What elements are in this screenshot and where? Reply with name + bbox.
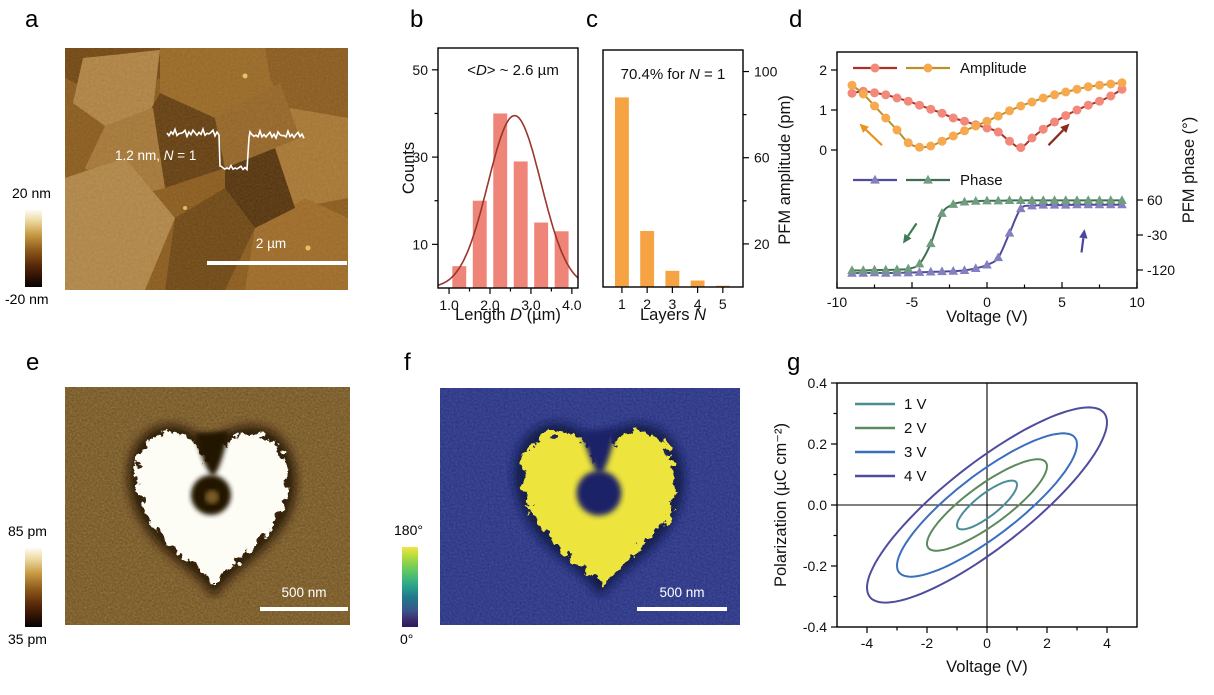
- colorbar-e-max: 85 pm: [8, 523, 47, 539]
- svg-text:1.0: 1.0: [439, 297, 459, 313]
- svg-text:4.0: 4.0: [562, 297, 582, 313]
- svg-text:-4: -4: [861, 635, 874, 651]
- svg-text:4 V: 4 V: [904, 468, 927, 485]
- svg-text:2: 2: [819, 62, 827, 78]
- colorbar-f-min: 0°: [400, 631, 414, 647]
- svg-text:5: 5: [1058, 294, 1066, 310]
- svg-text:3 V: 3 V: [904, 444, 927, 461]
- colorbar-f-max: 180°: [394, 522, 423, 538]
- svg-text:5: 5: [719, 296, 727, 312]
- svg-text:0.2: 0.2: [808, 436, 828, 452]
- svg-text:PFM phase (°): PFM phase (°): [1180, 117, 1198, 224]
- svg-text:Polarization (µC cm⁻²): Polarization (µC cm⁻²): [772, 423, 790, 587]
- svg-text:30: 30: [412, 149, 428, 165]
- colorbar-topography: [25, 210, 42, 287]
- svg-text:3.0: 3.0: [521, 297, 541, 313]
- panel-label-a: a: [25, 6, 39, 33]
- scale-bar-a: [207, 261, 347, 265]
- svg-text:-120: -120: [1147, 262, 1175, 278]
- svg-text:-0.2: -0.2: [803, 558, 827, 574]
- svg-text:0: 0: [983, 635, 991, 651]
- height-profile-trace: [166, 126, 305, 172]
- chart-pfm-hysteresis: -10 -5 0 5 10 0 1 2 60 -30 -120 Amplitude Phase Volta…: [776, 51, 1198, 326]
- scale-bar-a-label: 2 µm: [255, 236, 287, 251]
- svg-text:Counts: Counts: [400, 142, 418, 194]
- panel-label-d: d: [789, 6, 803, 33]
- svg-text:-0.4: -0.4: [803, 619, 827, 635]
- svg-text:-30: -30: [1147, 227, 1167, 243]
- svg-text:100: 100: [754, 64, 778, 80]
- svg-text:50: 50: [412, 62, 428, 78]
- panel-label-e: e: [26, 349, 40, 376]
- svg-text:-2: -2: [921, 635, 934, 651]
- svg-text:<D> ~ 2.6 µm: <D> ~ 2.6 µm: [467, 62, 559, 79]
- svg-text:20: 20: [754, 236, 770, 252]
- svg-text:0: 0: [819, 142, 827, 158]
- svg-text:Voltage (V): Voltage (V): [946, 658, 1028, 676]
- svg-text:0: 0: [983, 294, 991, 310]
- svg-text:Voltage (V): Voltage (V): [946, 308, 1028, 326]
- panel-label-g: g: [787, 349, 801, 376]
- scale-bar-f-label: 500 nm: [659, 585, 705, 600]
- heart-center-hole-f: [576, 470, 622, 516]
- svg-text:60: 60: [754, 150, 770, 166]
- svg-text:3: 3: [668, 296, 676, 312]
- chart-layers-histogram: 1 2 3 4 5 20 60 100 70.4% for N = 1 Layers N: [602, 49, 778, 324]
- panel-label-b: b: [410, 6, 424, 33]
- step-height-annotation: 1.2 nm, N = 1: [115, 148, 197, 163]
- svg-text:Amplitude: Amplitude: [960, 60, 1027, 77]
- colorbar-a-min: -20 nm: [5, 291, 49, 307]
- svg-text:70.4% for N = 1: 70.4% for N = 1: [621, 66, 726, 83]
- svg-text:1: 1: [618, 296, 626, 312]
- panel-label-c: c: [586, 6, 598, 33]
- heart-dark-halo-f: [514, 423, 684, 597]
- svg-text:2 V: 2 V: [904, 420, 927, 437]
- colorbar-e-min: 35 pm: [8, 631, 47, 647]
- pfm-phase-image: [440, 388, 740, 625]
- svg-text:PFM amplitude (pm): PFM amplitude (pm): [776, 95, 794, 244]
- svg-text:Length D (µm): Length D (µm): [455, 306, 561, 324]
- svg-text:4: 4: [1103, 635, 1111, 651]
- svg-text:2.0: 2.0: [480, 297, 500, 313]
- scale-bar-f: [637, 607, 727, 611]
- svg-text:0.4: 0.4: [808, 375, 828, 391]
- svg-text:10: 10: [412, 236, 428, 252]
- svg-text:Layers N: Layers N: [640, 306, 706, 324]
- colorbar-amplitude: [25, 548, 42, 627]
- colorbar-a-max: 20 nm: [12, 185, 51, 201]
- svg-text:10: 10: [1129, 294, 1145, 310]
- svg-text:2: 2: [1043, 635, 1051, 651]
- chart-polarization-loops: -4 -2 0 2 4 0.4 0.2 0.0 -0.2 -0.4 1 V 2 V 3 V 4 V Volt…: [772, 375, 1138, 676]
- panel-label-f: f: [404, 349, 411, 376]
- scale-bar-e-label: 500 nm: [281, 585, 327, 600]
- svg-text:2: 2: [643, 296, 651, 312]
- pfm-amplitude-image: [65, 387, 350, 625]
- colorbar-phase: [402, 547, 418, 627]
- svg-text:0.0: 0.0: [808, 497, 828, 513]
- svg-text:1 V: 1 V: [904, 396, 927, 413]
- svg-text:-10: -10: [827, 294, 847, 310]
- chart-length-histogram: 1.0 2.0 3.0 4.0 10 30 50 <D> ~ 2.6 µm Counts Leng…: [400, 47, 582, 324]
- afm-topography-image: [65, 48, 348, 290]
- svg-text:60: 60: [1147, 192, 1163, 208]
- svg-text:1: 1: [819, 102, 827, 118]
- svg-text:4: 4: [694, 296, 702, 312]
- scale-bar-e: [260, 607, 348, 611]
- svg-text:Phase: Phase: [960, 172, 1003, 189]
- svg-text:-5: -5: [906, 294, 919, 310]
